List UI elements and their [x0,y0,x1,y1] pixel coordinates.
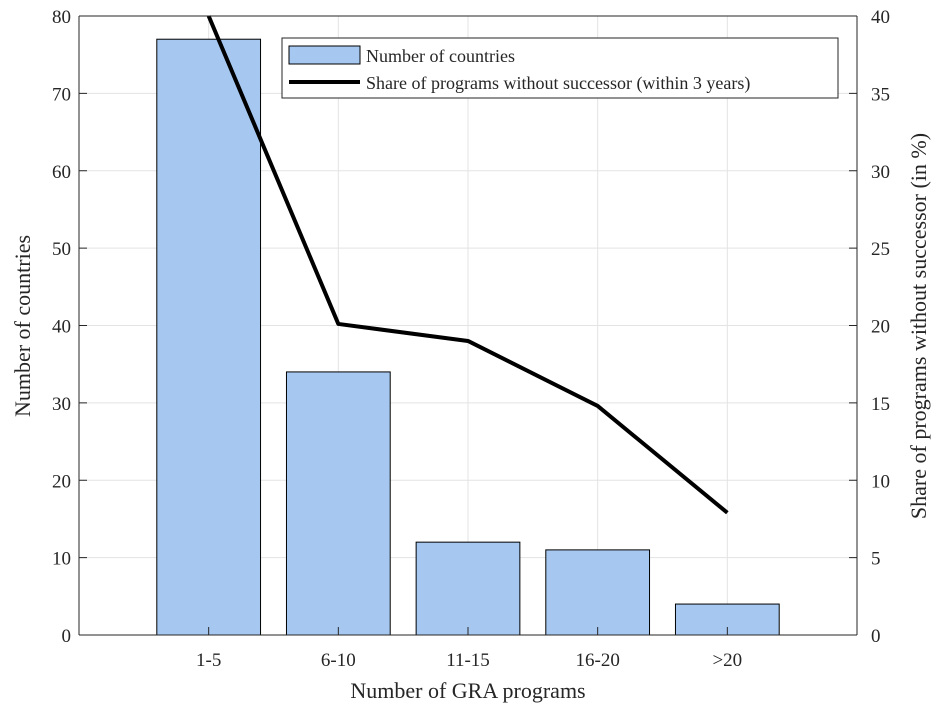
y-tick-label: 60 [52,162,71,183]
y-tick-label: 0 [62,626,72,647]
y2-tick-label: 10 [871,471,890,492]
legend-label-bars: Number of countries [366,46,515,66]
legend-swatch-bars [288,45,361,65]
y2-tick-label: 5 [871,549,881,570]
x-tick-label: 6-10 [321,650,356,671]
legend-label-line: Share of programs without successor (wit… [366,73,750,94]
y2-tick-label: 40 [871,7,890,28]
x-axis-label: Number of GRA programs [350,678,585,703]
line-series-path [206,15,729,515]
y2-tick-label: 0 [871,626,881,647]
legend-box [281,37,839,99]
bar [415,541,521,636]
y-tick-label: 40 [52,317,71,338]
bar [156,38,262,636]
bars [156,38,780,636]
y2-tick-label: 15 [871,394,890,415]
x-tick-label: 11-15 [446,650,490,671]
bar [545,549,651,636]
y-tick-label: 20 [52,471,71,492]
y2-tick-label: 35 [871,84,890,105]
x-tick-label: 1-5 [196,650,221,671]
bar [285,371,391,636]
y-axis-label: Number of countries [10,235,35,417]
y-tick-label: 70 [52,84,71,105]
y-tick-label: 10 [52,549,71,570]
line-series [206,15,729,515]
y2-tick-label: 25 [871,239,890,260]
y-tick-label: 30 [52,394,71,415]
y-tick-label: 50 [52,239,71,260]
ticks: 0 10 20 30 40 50 60 70 80 0 5 10 15 20 25 30 35 40 1-5 6-10… [52,7,890,671]
x-tick-label: 16-20 [576,650,620,671]
x-tick-label: >20 [712,650,742,671]
y2-tick-label: 20 [871,317,890,338]
y2-axis-label: Share of programs without successor (in … [906,133,931,519]
y2-tick-label: 30 [871,162,890,183]
y-tick-label: 80 [52,7,71,28]
legend: Number of countries Share of programs wi… [281,37,839,99]
